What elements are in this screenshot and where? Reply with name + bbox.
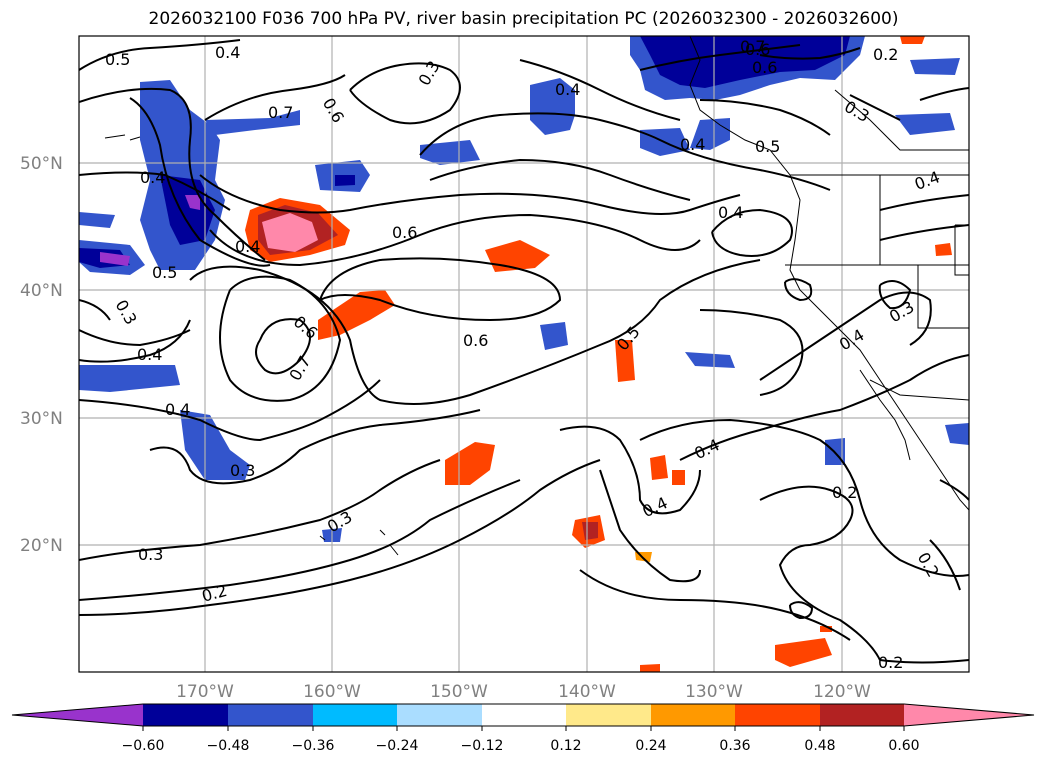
colorbar-tick: 0.60 bbox=[888, 738, 919, 754]
contour-label: 0.6 bbox=[745, 40, 770, 59]
colorbar-tick: 0.36 bbox=[719, 738, 750, 754]
colorbar-extend-left bbox=[12, 704, 143, 726]
lat-label: 50°N bbox=[20, 154, 63, 174]
latitude-labels: 50°N 40°N 30°N 20°N bbox=[20, 154, 63, 556]
colorbar-segment bbox=[313, 704, 397, 726]
contour-label: 0.6 bbox=[392, 223, 417, 242]
map-frame bbox=[78, 35, 970, 673]
contour-label: 0.4 bbox=[137, 345, 162, 364]
contour-label: 0.4 bbox=[215, 43, 240, 62]
lon-label: 130°W bbox=[685, 682, 743, 702]
colorbar-ticks: −0.60 −0.48 −0.36 −0.24 −0.12 0.12 0.24 … bbox=[122, 738, 920, 754]
contour-label: 0.6 bbox=[752, 58, 777, 77]
contour-label: 0.4 bbox=[718, 203, 743, 222]
contour-label: 0.6 bbox=[463, 331, 488, 350]
contour-label: 0.3 bbox=[230, 461, 255, 480]
contour-label: 0.4 bbox=[235, 237, 260, 256]
pv-contours bbox=[79, 39, 969, 664]
colorbar-segment bbox=[482, 704, 566, 726]
colorbar-tick: −0.60 bbox=[122, 738, 165, 754]
longitude-labels: 170°W 160°W 150°W 140°W 130°W 120°W bbox=[176, 682, 871, 702]
colorbar-segment bbox=[228, 704, 313, 726]
contour-label: 0.2 bbox=[832, 483, 857, 502]
colorbar: −0.60 −0.48 −0.36 −0.24 −0.12 0.12 0.24 … bbox=[11, 703, 1035, 754]
colorbar-tick: 0.24 bbox=[635, 738, 666, 754]
lat-label: 40°N bbox=[20, 281, 63, 301]
colorbar-segment bbox=[820, 704, 904, 726]
contour-label: 0.5 bbox=[755, 137, 780, 156]
map-area bbox=[79, 36, 969, 672]
colorbar-tick: −0.24 bbox=[376, 738, 419, 754]
map-title: 2026032100 F036 700 hPa PV, river basin … bbox=[148, 9, 899, 29]
colorbar-segment bbox=[566, 704, 651, 726]
colorbar-tick: −0.36 bbox=[292, 738, 335, 754]
contour-label: 0.3 bbox=[138, 545, 163, 564]
contour-label: 0.5 bbox=[152, 263, 177, 282]
coastlines bbox=[104, 36, 969, 556]
colorbar-tick: 0.12 bbox=[550, 738, 581, 754]
lon-label: 160°W bbox=[303, 682, 361, 702]
precip-shading bbox=[79, 36, 969, 672]
lat-label: 20°N bbox=[20, 536, 63, 556]
colorbar-tick: −0.12 bbox=[461, 738, 504, 754]
contour-label: 0.7 bbox=[268, 103, 293, 122]
contour-label: 0.2 bbox=[878, 653, 903, 672]
colorbar-segment bbox=[651, 704, 735, 726]
contour-label: 0.5 bbox=[105, 50, 130, 69]
colorbar-segment bbox=[143, 704, 228, 726]
lon-label: 120°W bbox=[813, 682, 871, 702]
colorbar-segment bbox=[735, 704, 820, 726]
colorbar-extend-right bbox=[904, 704, 1034, 726]
lon-label: 140°W bbox=[558, 682, 616, 702]
lon-label: 170°W bbox=[176, 682, 234, 702]
colorbar-segment bbox=[397, 704, 482, 726]
colorbar-tick: 0.48 bbox=[804, 738, 835, 754]
contour-label: 0.4 bbox=[555, 80, 580, 99]
contour-label: 0.4 bbox=[680, 135, 705, 154]
contour-label: 0.2 bbox=[873, 45, 898, 64]
lon-label: 150°W bbox=[430, 682, 488, 702]
contour-label: 0.7 bbox=[740, 37, 765, 56]
contour-label: 0.4 bbox=[140, 168, 165, 187]
contour-label: 0.4 bbox=[165, 400, 190, 419]
colorbar-tick: −0.48 bbox=[207, 738, 250, 754]
lat-label: 30°N bbox=[20, 409, 63, 429]
